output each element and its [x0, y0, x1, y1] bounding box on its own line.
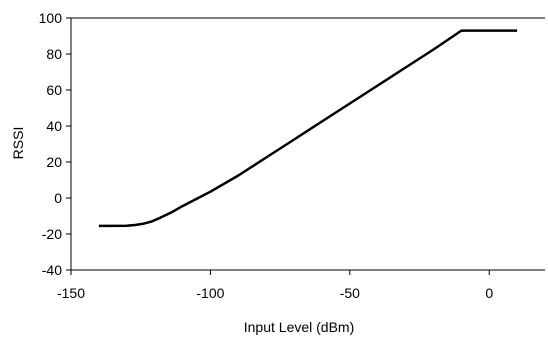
series-line [98, 29, 518, 228]
plot-area: -40 -20 0 20 40 60 80 100 -150 -100 -50 0 [39, 10, 545, 301]
y-tick-label: 80 [46, 46, 62, 62]
x-tick-label: 0 [485, 285, 493, 301]
y-tick-label: -20 [42, 226, 62, 242]
y-tick-label: 40 [46, 118, 62, 134]
x-axis-title: Input Level (dBm) [244, 319, 355, 335]
x-tick-label: -150 [57, 285, 85, 301]
y-tick-label: 100 [39, 10, 63, 26]
y-tick-label: -40 [42, 262, 62, 278]
y-axis-title: RSSI [10, 127, 26, 160]
y-tick-label: 0 [54, 190, 62, 206]
y-tick-label: 60 [46, 82, 62, 98]
x-tick-label: -100 [196, 285, 224, 301]
x-tick-label: -50 [340, 285, 360, 301]
y-tick-label: 20 [46, 154, 62, 170]
